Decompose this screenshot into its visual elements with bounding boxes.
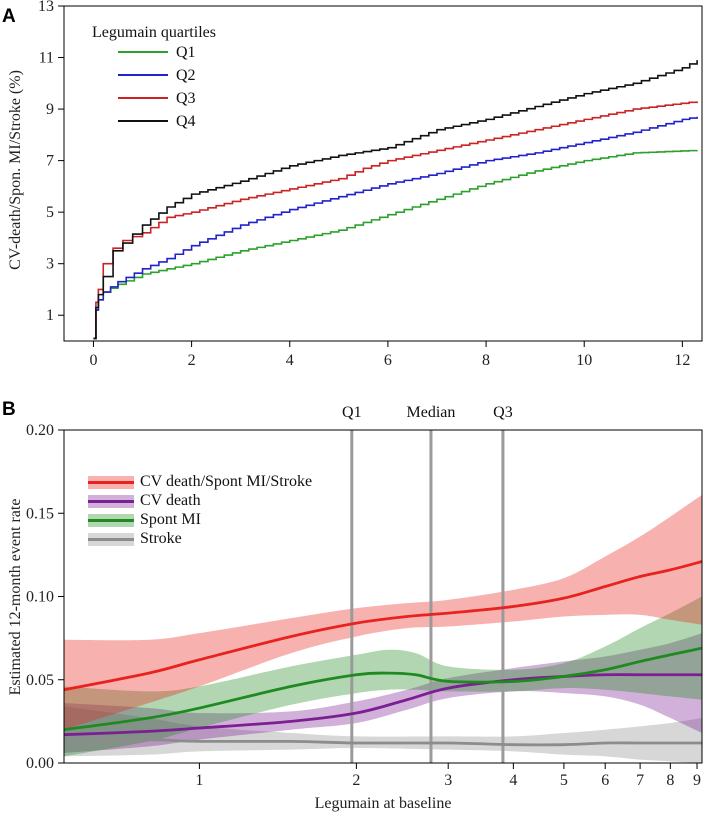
y-tick-label: 11 xyxy=(39,50,54,67)
panel-b-x-ticks: 1 2 3 4 5 6 7 8 9 xyxy=(195,763,701,789)
panel-a-frame xyxy=(63,5,703,342)
panel-a-label: A xyxy=(2,6,16,27)
x-tick-label: 1 xyxy=(195,772,203,789)
x-tick-label: 2 xyxy=(188,352,196,369)
y-tick-label: 0.20 xyxy=(26,422,54,439)
x-tick-label: 4 xyxy=(509,772,517,789)
y-tick-label: 7 xyxy=(46,153,54,170)
panel-b-y-axis-label: Estimated 12-month event rate xyxy=(7,499,24,696)
legend-label: Spont MI xyxy=(140,511,201,528)
y-tick-label: 5 xyxy=(46,204,54,221)
x-tick-label: 2 xyxy=(352,772,360,789)
reference-label-median: Median xyxy=(407,404,456,421)
panel-b: B Q1 Median Q3 0.00 0.05 0.10 0.15 0.20 1 2 3 4 5 6… xyxy=(2,399,703,812)
x-tick-label: 6 xyxy=(601,772,609,789)
legend-title: Legumain quartiles xyxy=(92,24,216,41)
series-line-stroke xyxy=(63,738,702,747)
panel-b-legend: CV death/Spont MI/Stroke CV death Spont MI… xyxy=(88,473,312,547)
legend-label-q3: Q3 xyxy=(176,90,196,107)
x-tick-label: 8 xyxy=(666,772,674,789)
panel-a-series xyxy=(93,60,698,340)
series-line-cv-death xyxy=(63,673,702,737)
series-line-cv-death-spont-mi-stroke xyxy=(63,560,703,692)
y-tick-label: 13 xyxy=(38,0,54,15)
x-tick-label: 8 xyxy=(482,352,490,369)
y-tick-label: 1 xyxy=(46,307,54,324)
km-curve-q4 xyxy=(93,60,698,340)
km-curve-q1 xyxy=(93,149,698,340)
panel-b-label: B xyxy=(2,399,16,420)
legend-label: CV death xyxy=(140,492,201,509)
confidence-band-stroke xyxy=(64,706,702,763)
legend-label: Stroke xyxy=(140,530,182,547)
x-tick-label: 5 xyxy=(560,772,568,789)
x-tick-label: 12 xyxy=(674,352,690,369)
panel-a-x-ticks: 0 2 4 6 8 10 12 xyxy=(89,341,690,369)
panel-b-x-axis-label: Legumain at baseline xyxy=(315,795,452,812)
km-curve-q3 xyxy=(93,101,698,340)
panel-b-series xyxy=(63,560,703,747)
x-tick-label: 4 xyxy=(286,352,294,369)
x-tick-label: 0 xyxy=(89,352,97,369)
panel-a-legend: Legumain quartiles Q1 Q2 Q3 Q4 xyxy=(92,24,216,130)
y-tick-label: 3 xyxy=(46,256,54,273)
confidence-band-cv-death-spont-mi-stroke xyxy=(64,494,702,730)
reference-label-q1: Q1 xyxy=(342,404,362,421)
y-tick-label: 0.05 xyxy=(26,672,54,689)
panel-b-reference-lines: Q1 Median Q3 xyxy=(342,404,513,763)
km-curve-q2 xyxy=(93,116,698,340)
y-tick-label: 9 xyxy=(46,101,54,118)
x-tick-label: 10 xyxy=(576,352,592,369)
series-line-spont-mi xyxy=(63,646,703,732)
x-tick-label: 3 xyxy=(444,772,452,789)
panel-b-confidence-bands xyxy=(64,494,702,763)
x-tick-label: 6 xyxy=(384,352,392,369)
panel-b-y-ticks: 0.00 0.05 0.10 0.15 0.20 xyxy=(26,422,64,772)
reference-label-q3: Q3 xyxy=(493,404,513,421)
legend-label-q1: Q1 xyxy=(176,44,196,61)
y-tick-label: 0.15 xyxy=(26,505,54,522)
x-tick-label: 9 xyxy=(693,772,701,789)
legend-label-q4: Q4 xyxy=(176,113,196,130)
x-tick-label: 7 xyxy=(636,772,644,789)
legend-label: CV death/Spont MI/Stroke xyxy=(140,473,312,490)
panel-a-y-axis-label: CV-death/Spon. MI/Stroke (%) xyxy=(7,70,24,270)
y-tick-label: 0.10 xyxy=(26,589,54,606)
confidence-band-spont-mi xyxy=(64,596,702,757)
legend-label-q2: Q2 xyxy=(176,67,196,84)
confidence-band-cv-death xyxy=(64,633,702,754)
y-tick-label: 0.00 xyxy=(26,755,54,772)
